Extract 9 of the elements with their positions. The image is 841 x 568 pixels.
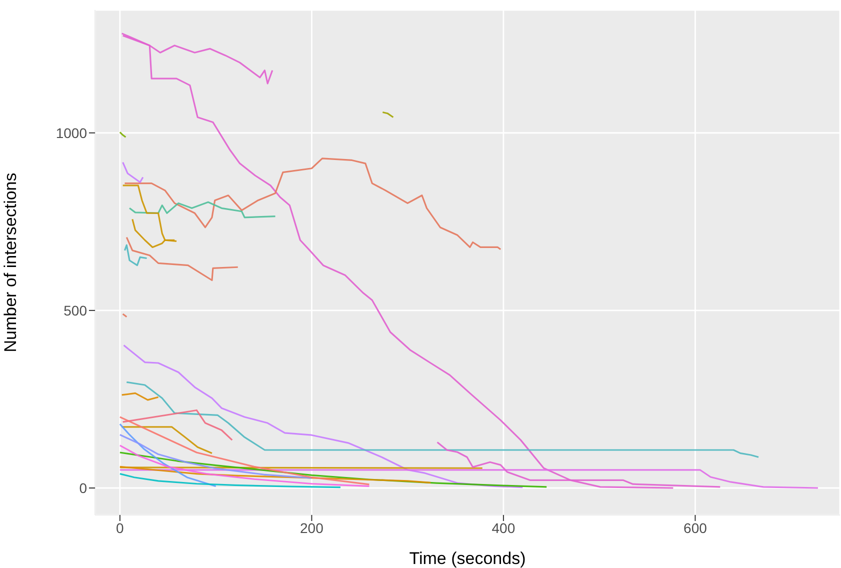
y-axis-title: Number of intersections [1,172,20,352]
y-tick-label: 1000 [56,124,88,141]
x-axis-title: Time (seconds) [409,549,526,568]
y-tick-label: 500 [64,302,88,318]
x-tick-label: 200 [300,520,324,536]
x-tick-label: 400 [492,520,516,536]
y-tick-label: 0 [79,480,88,496]
x-tick-label: 600 [684,520,708,536]
x-tick-label: 0 [116,520,124,536]
